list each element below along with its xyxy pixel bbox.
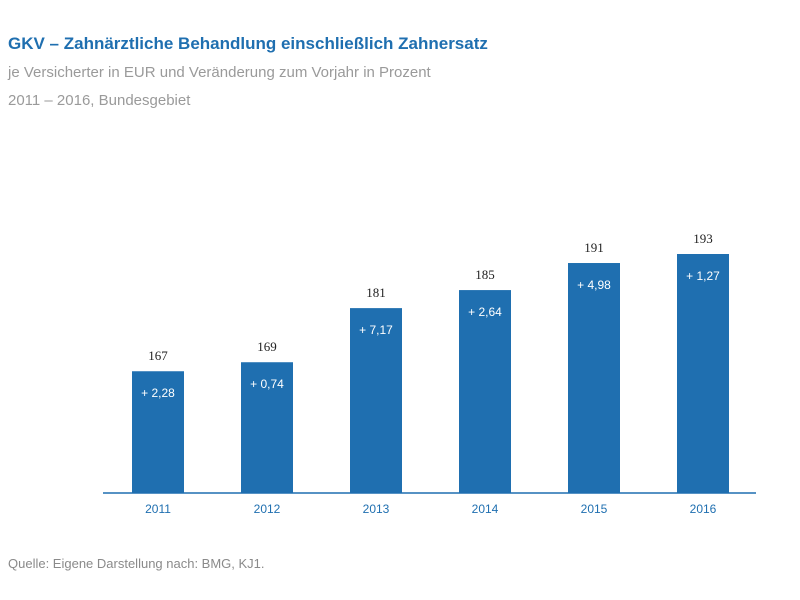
value-label-2016: 193 — [693, 231, 713, 246]
x-tick-label-2012: 2012 — [254, 502, 281, 516]
bar-2016 — [677, 254, 729, 493]
chart-subtitle: je Versicherter in EUR und Veränderung z… — [8, 64, 431, 81]
value-label-2013: 181 — [366, 285, 386, 300]
source-note: Quelle: Eigene Darstellung nach: BMG, KJ… — [8, 556, 265, 571]
value-label-2015: 191 — [584, 240, 604, 255]
change-label-2015: + 4,98 — [577, 278, 611, 292]
chart-title: GKV – Zahnärztliche Behandlung einschlie… — [8, 34, 488, 53]
change-label-2016: + 1,27 — [686, 269, 720, 283]
x-tick-label-2014: 2014 — [472, 502, 499, 516]
x-tick-label-2015: 2015 — [581, 502, 608, 516]
change-label-2013: + 7,17 — [359, 323, 393, 337]
x-tick-label-2016: 2016 — [690, 502, 717, 516]
change-label-2014: + 2,64 — [468, 305, 502, 319]
bar-2011 — [132, 371, 184, 493]
change-label-2011: + 2,28 — [141, 386, 175, 400]
value-label-2014: 185 — [475, 267, 495, 282]
x-tick-label-2013: 2013 — [363, 502, 390, 516]
change-label-2012: + 0,74 — [250, 377, 284, 391]
bar-2015 — [568, 263, 620, 493]
bar-2012 — [241, 362, 293, 493]
chart-subtitle-range: 2011 – 2016, Bundesgebiet — [8, 92, 191, 109]
x-tick-label-2011: 2011 — [145, 502, 171, 516]
bar-2014 — [459, 290, 511, 493]
value-label-2012: 169 — [257, 339, 277, 354]
bar-2013 — [350, 308, 402, 493]
value-label-2011: 167 — [148, 348, 168, 363]
